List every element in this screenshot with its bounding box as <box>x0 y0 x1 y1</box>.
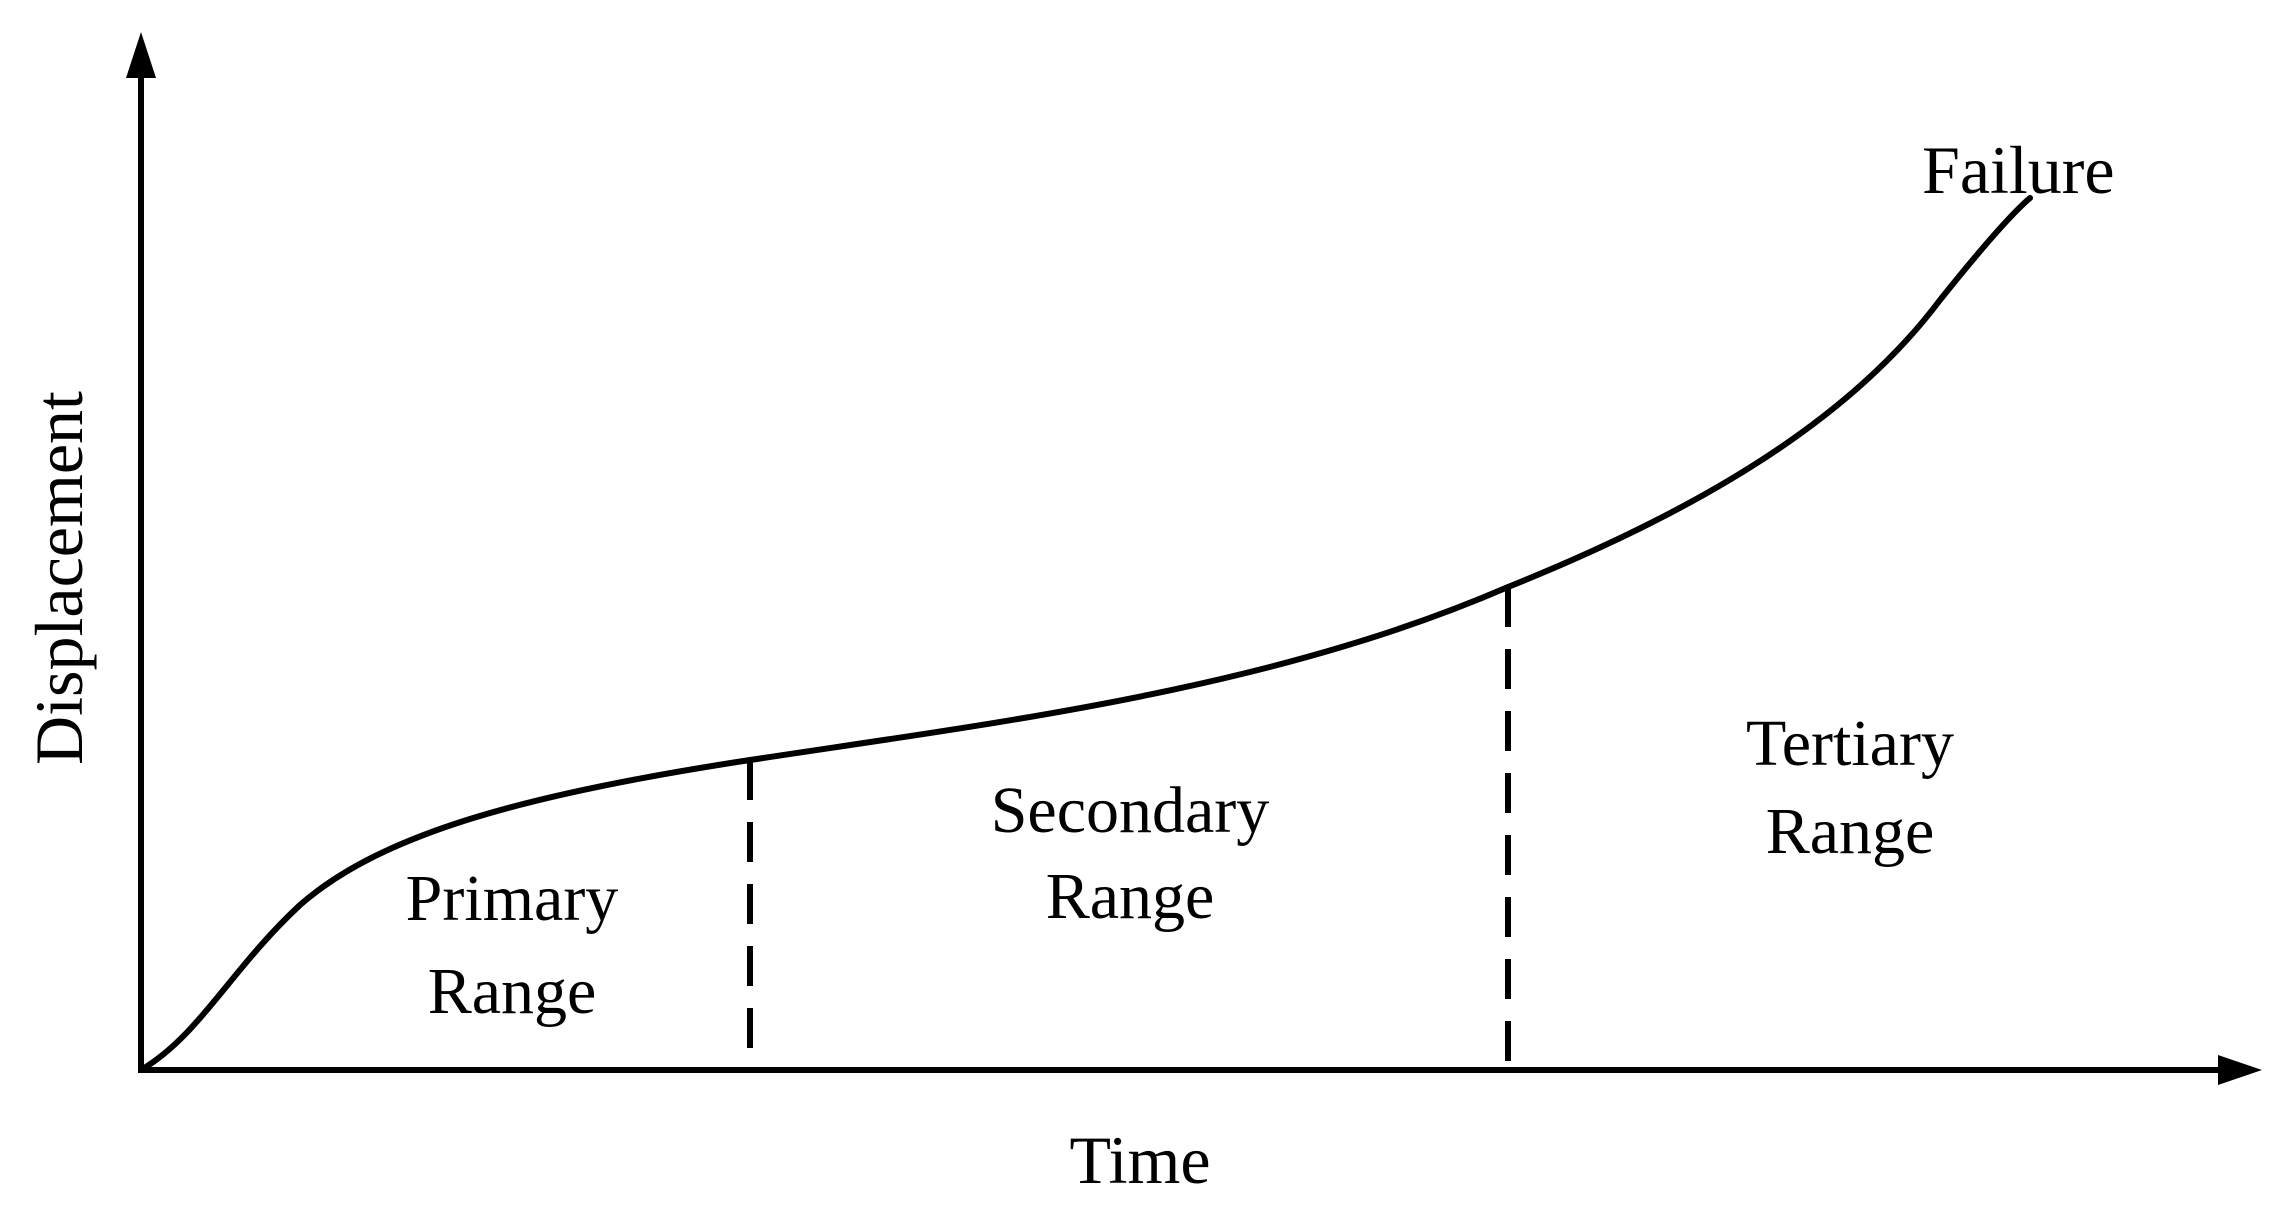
stage-secondary-line-2: Range <box>1046 860 1215 933</box>
x-axis-label: Time <box>1069 1122 1210 1198</box>
failure-label: Failure <box>1922 132 2115 208</box>
stage-primary: Primary Range <box>406 862 619 1028</box>
stage-secondary-line-1: Secondary <box>991 774 1270 847</box>
creep-curve <box>138 195 2033 1073</box>
stage-tertiary-line-2: Range <box>1766 795 1935 868</box>
x-axis-arrowhead <box>2218 1055 2262 1085</box>
stage-primary-line-1: Primary <box>406 862 619 935</box>
y-axis-arrowhead <box>126 32 156 78</box>
y-axis-label: Displacement <box>21 391 97 765</box>
stage-tertiary-line-1: Tertiary <box>1746 707 1954 780</box>
stage-tertiary: Tertiary Range <box>1746 707 1954 868</box>
stage-secondary: Secondary Range <box>991 774 1270 933</box>
stage-primary-line-2: Range <box>428 955 597 1028</box>
